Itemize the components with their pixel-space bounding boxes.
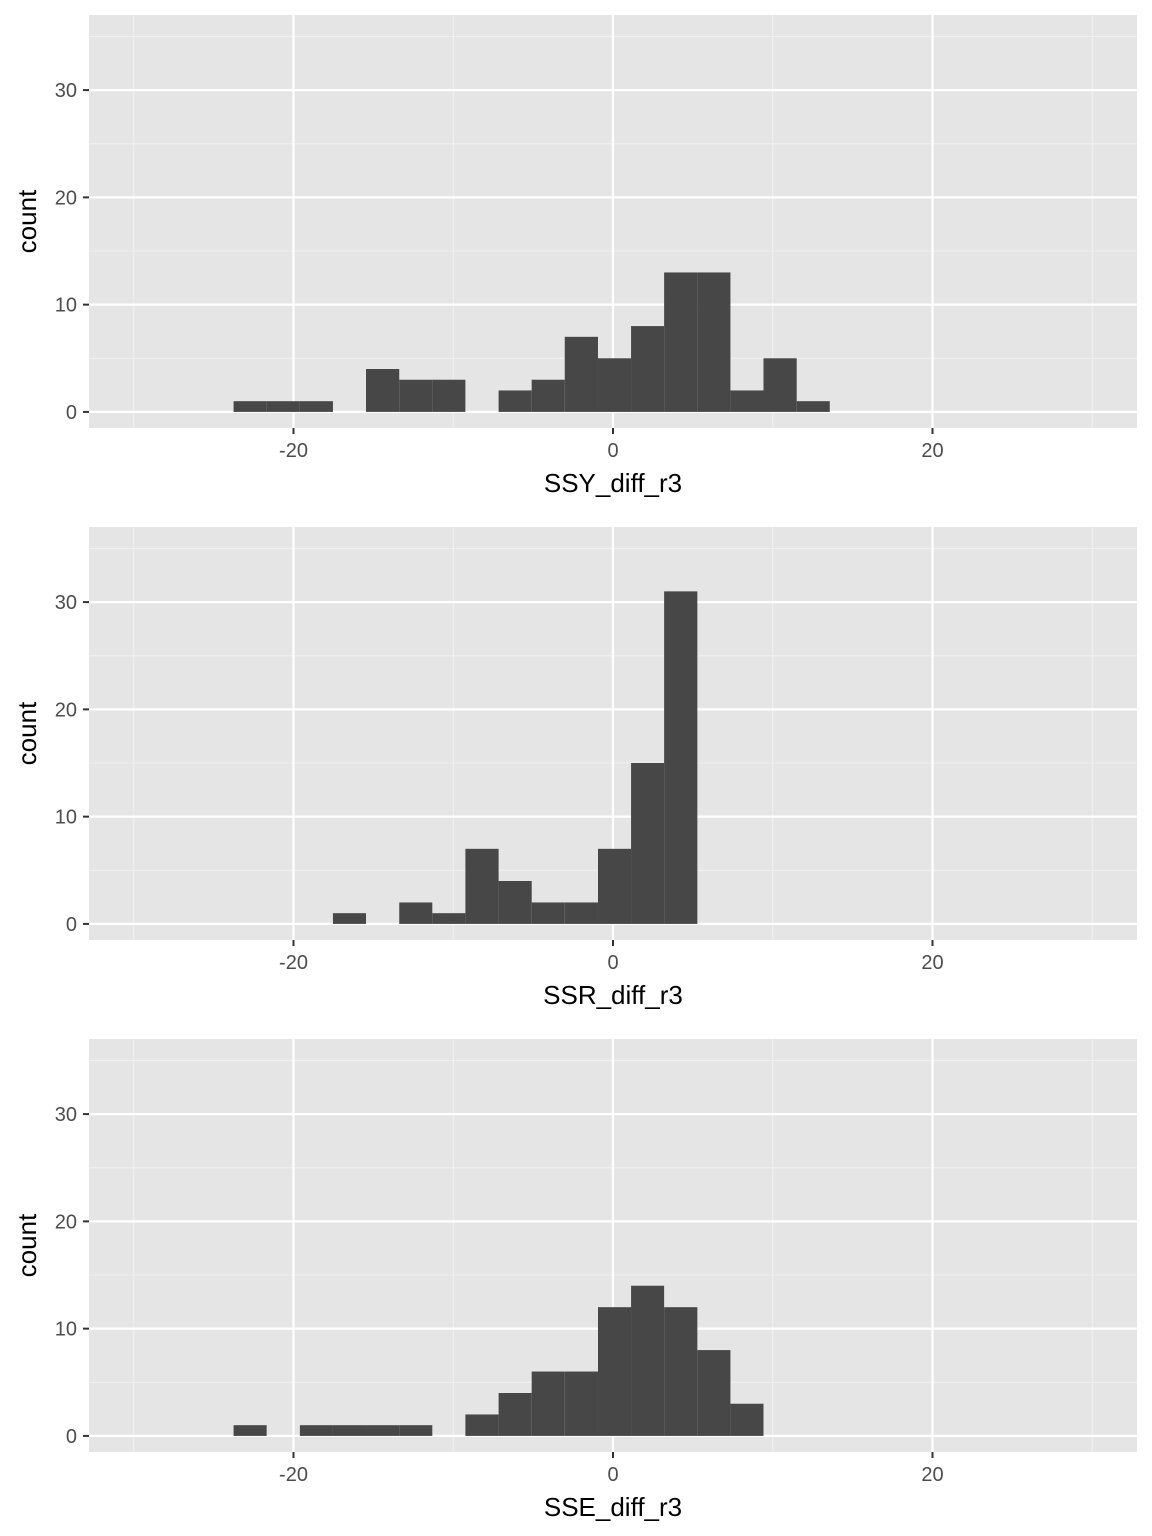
histogram-bar (763, 358, 797, 412)
x-tick-label: 0 (607, 440, 618, 462)
y-tick-label: 20 (55, 1211, 77, 1233)
histogram-bar (531, 379, 565, 412)
x-tick-label: 0 (607, 1464, 618, 1486)
histogram-bar (465, 1414, 499, 1436)
histogram-bar (631, 763, 665, 924)
y-tick-label: 10 (55, 1319, 77, 1341)
x-tick-label: 20 (921, 1464, 943, 1486)
x-tick-label: -20 (279, 952, 308, 974)
histogram-bar (564, 336, 598, 412)
y-tick-label: 30 (55, 592, 77, 614)
histogram-bar (564, 902, 598, 924)
histogram-bar (332, 1425, 367, 1436)
histogram-bar (498, 881, 532, 924)
y-axis-title: count (12, 189, 42, 253)
y-tick-label: 20 (55, 699, 77, 721)
x-axis-title: SSE_diff_r3 (544, 1492, 682, 1522)
histogram-bar (564, 1371, 598, 1436)
histogram-bar (730, 1403, 764, 1436)
histogram-bar (664, 591, 698, 924)
histogram-bar (664, 272, 698, 412)
histogram-bar (597, 1307, 632, 1436)
histogram-panel-1: -20 0 20 0 10 20 30 SSY_diff_r3 count (12, 15, 1137, 498)
histogram-bar (432, 379, 466, 412)
histogram-bar (664, 1307, 698, 1436)
histogram-bar (399, 902, 433, 924)
histogram-bar (796, 401, 830, 412)
histogram-bar (730, 390, 764, 412)
histogram-bar (498, 1393, 532, 1436)
y-tick-label: 30 (55, 1104, 77, 1126)
y-tick-label: 0 (66, 914, 77, 936)
histogram-bar (597, 848, 632, 924)
histogram-bar (697, 272, 731, 412)
histogram-panel-3: -20 0 20 0 10 20 30 SSE_diff_r3 count (12, 1039, 1137, 1522)
histogram-bar (697, 1350, 731, 1436)
x-tick-label: 0 (607, 952, 618, 974)
histogram-bar (597, 358, 632, 412)
histogram-bar (399, 379, 433, 412)
histogram-bar (299, 401, 333, 412)
histogram-bar (399, 1425, 433, 1436)
y-axis-title: count (12, 701, 42, 765)
histogram-bar (531, 902, 565, 924)
histogram-bar (233, 401, 267, 412)
x-tick-label: 20 (921, 440, 943, 462)
y-axis-title: count (12, 1213, 42, 1277)
histogram-bar (266, 401, 300, 412)
histogram-bar (631, 326, 665, 412)
histogram-bar (432, 913, 466, 924)
y-tick-label: 20 (55, 187, 77, 209)
histogram-bar (332, 913, 367, 924)
histogram-bar (299, 1425, 333, 1436)
x-axis-title: SSY_diff_r3 (544, 468, 682, 498)
x-tick-label: -20 (279, 440, 308, 462)
histogram-bar (366, 1425, 400, 1436)
y-tick-label: 10 (55, 295, 77, 317)
x-tick-label: -20 (279, 1464, 308, 1486)
y-tick-label: 10 (55, 807, 77, 829)
y-tick-label: 0 (66, 1426, 77, 1448)
histogram-bar (498, 390, 532, 412)
histogram-panel-2: -20 0 20 0 10 20 30 SSR_diff_r3 count (12, 527, 1137, 1010)
histogram-bar (531, 1371, 565, 1436)
histogram-bar (631, 1285, 665, 1436)
y-tick-label: 0 (66, 402, 77, 424)
histogram-bar (233, 1425, 267, 1436)
x-tick-label: 20 (921, 952, 943, 974)
x-axis-title: SSR_diff_r3 (543, 980, 683, 1010)
histogram-bar (366, 369, 400, 412)
histogram-bar (465, 848, 499, 924)
y-tick-label: 30 (55, 80, 77, 102)
